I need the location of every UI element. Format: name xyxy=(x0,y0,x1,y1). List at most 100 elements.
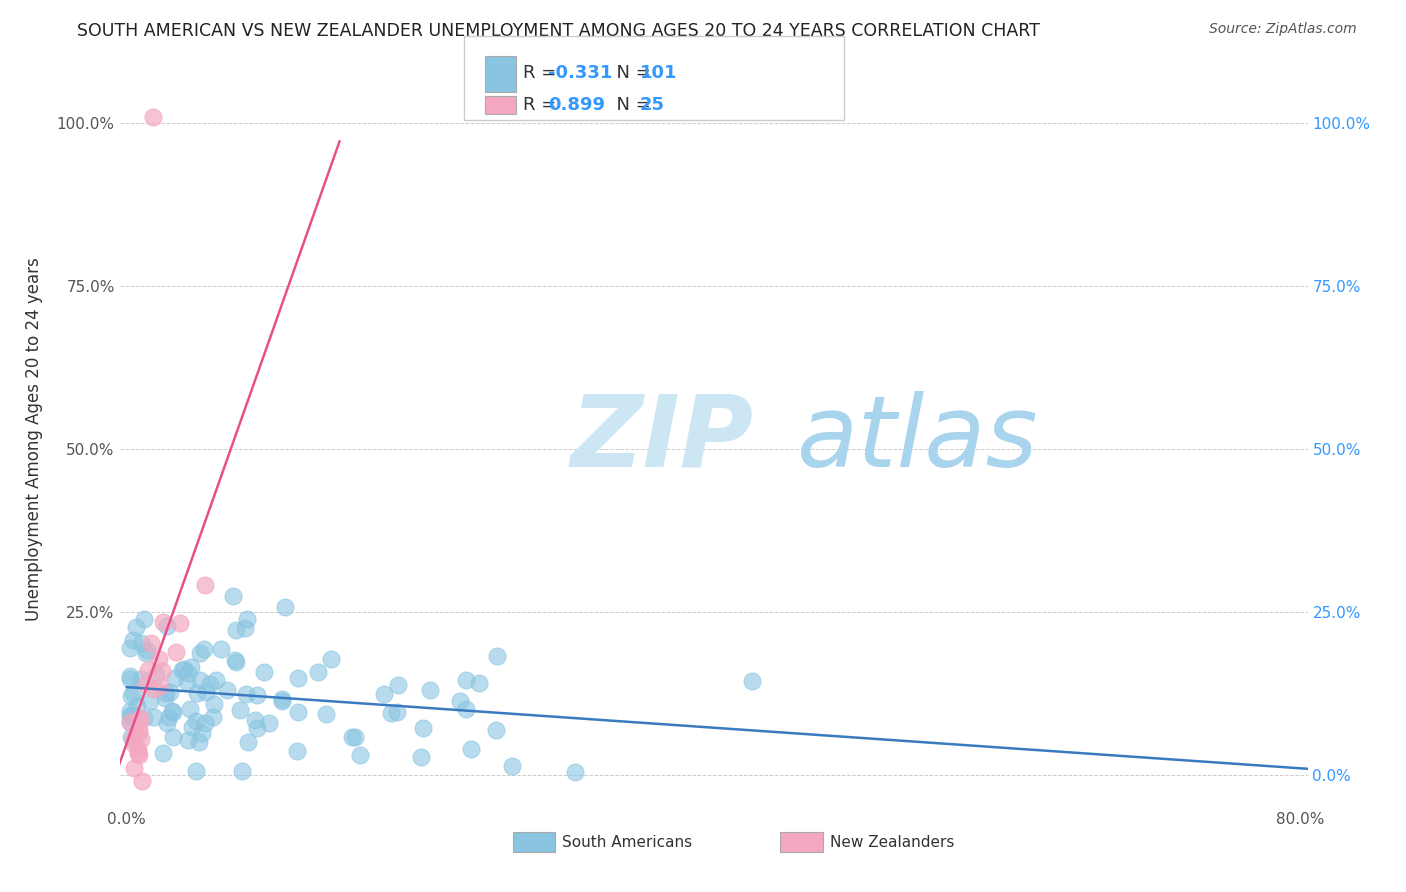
Point xyxy=(169,616,191,631)
Point xyxy=(120,708,142,723)
Point xyxy=(270,693,292,707)
Point xyxy=(170,663,193,677)
Point xyxy=(184,714,207,728)
Point xyxy=(124,737,146,751)
Point xyxy=(143,709,166,723)
Point xyxy=(186,686,208,700)
Point xyxy=(120,715,142,730)
Point xyxy=(225,655,247,669)
Point xyxy=(205,673,228,687)
Point xyxy=(253,665,276,680)
Point xyxy=(134,711,156,725)
Point xyxy=(129,672,152,686)
Point xyxy=(236,612,259,626)
Text: N =: N = xyxy=(605,64,657,82)
Point xyxy=(131,636,153,650)
Point xyxy=(165,645,187,659)
Point xyxy=(344,730,367,744)
Point xyxy=(387,678,409,692)
Point xyxy=(177,666,200,681)
Point xyxy=(224,653,246,667)
Point xyxy=(141,636,163,650)
Text: 0.899: 0.899 xyxy=(548,96,606,114)
Point xyxy=(454,673,477,688)
Point xyxy=(412,722,434,736)
Point xyxy=(176,674,198,689)
Point xyxy=(257,715,280,730)
Point xyxy=(128,726,150,740)
Text: N =: N = xyxy=(605,96,657,114)
Point xyxy=(564,765,586,780)
Point xyxy=(485,723,508,737)
Point xyxy=(118,641,141,656)
Point xyxy=(285,744,308,758)
Point xyxy=(153,691,176,706)
Point xyxy=(118,708,141,723)
Point xyxy=(307,665,329,679)
Point xyxy=(120,689,142,703)
Point xyxy=(177,733,200,747)
Point xyxy=(136,643,159,657)
Point xyxy=(456,702,478,716)
Point xyxy=(231,764,253,779)
Point xyxy=(156,716,179,731)
Point xyxy=(156,619,179,633)
Point xyxy=(180,659,202,673)
Point xyxy=(131,731,153,746)
Point xyxy=(142,110,165,124)
Point xyxy=(246,721,269,735)
Point xyxy=(411,750,433,764)
Point xyxy=(179,702,201,716)
Text: SOUTH AMERICAN VS NEW ZEALANDER UNEMPLOYMENT AMONG AGES 20 TO 24 YEARS CORRELATI: SOUTH AMERICAN VS NEW ZEALANDER UNEMPLOY… xyxy=(77,22,1040,40)
Point xyxy=(194,716,217,731)
Point xyxy=(159,685,181,699)
Point xyxy=(188,673,211,688)
Point xyxy=(160,704,183,718)
Point xyxy=(468,676,491,690)
Point xyxy=(180,720,202,734)
Point xyxy=(340,730,363,744)
Point xyxy=(287,671,309,685)
Point xyxy=(198,677,221,691)
Point xyxy=(449,694,471,708)
Point xyxy=(120,730,142,744)
Point xyxy=(128,714,150,728)
Point xyxy=(741,673,763,688)
Text: R =: R = xyxy=(523,96,562,114)
Point xyxy=(157,709,180,723)
Point xyxy=(270,692,292,706)
Point xyxy=(225,623,247,637)
Point xyxy=(128,748,150,763)
Point xyxy=(235,687,257,701)
Point xyxy=(152,746,174,760)
Point xyxy=(321,652,343,666)
Point xyxy=(142,682,165,697)
Point xyxy=(122,761,145,775)
Point xyxy=(209,642,232,657)
Text: 25: 25 xyxy=(640,96,665,114)
Point xyxy=(349,748,371,763)
Text: R =: R = xyxy=(523,64,562,82)
Text: 101: 101 xyxy=(640,64,678,82)
Y-axis label: Unemployment Among Ages 20 to 24 years: Unemployment Among Ages 20 to 24 years xyxy=(25,258,42,621)
Text: South Americans: South Americans xyxy=(562,835,693,849)
Point xyxy=(236,735,259,749)
Text: ZIP: ZIP xyxy=(571,391,754,488)
Point xyxy=(162,705,184,719)
Point xyxy=(148,652,170,666)
Point xyxy=(373,688,395,702)
Point xyxy=(125,620,148,634)
Point xyxy=(162,730,184,744)
Point xyxy=(163,672,186,686)
Point xyxy=(131,774,153,789)
Text: atlas: atlas xyxy=(797,391,1039,488)
Point xyxy=(118,672,141,686)
Point xyxy=(135,646,157,660)
Point xyxy=(122,686,145,700)
Point xyxy=(235,621,257,635)
Point xyxy=(173,661,195,675)
Point xyxy=(315,707,337,722)
Point xyxy=(274,599,297,614)
Point xyxy=(155,686,177,700)
Point xyxy=(246,689,269,703)
